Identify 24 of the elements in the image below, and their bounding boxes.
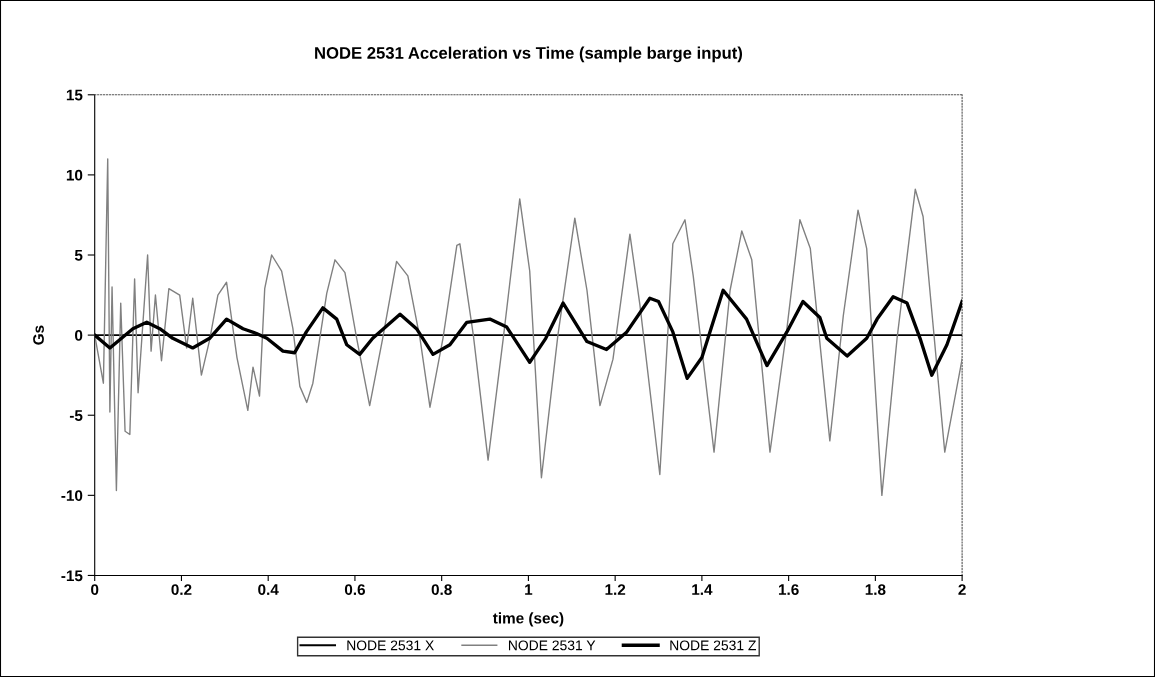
x-tick-label: 1.8 xyxy=(865,584,886,596)
x-axis-title: time (sec) xyxy=(492,612,564,627)
legend-label: NODE 2531 Y xyxy=(508,640,596,651)
x-tick-label: 1.2 xyxy=(605,584,626,595)
y-tick-label: 0 xyxy=(75,329,83,341)
chart-title: NODE 2531 Acceleration vs Time (sample barge input) xyxy=(315,46,743,63)
x-tick-label: 0.8 xyxy=(431,584,452,596)
y-tick-label: -10 xyxy=(61,490,83,502)
y-tick-label: -15 xyxy=(61,570,83,582)
x-tick-label: 1.6 xyxy=(778,584,799,596)
x-tick-label: 0.2 xyxy=(171,584,192,596)
y-tick-label: 15 xyxy=(66,89,83,101)
x-tick-label: 2 xyxy=(958,584,966,595)
y-axis-title: Gs xyxy=(33,325,44,345)
legend-label: NODE 2531 Z xyxy=(670,640,756,651)
legend-label: NODE 2531 X xyxy=(347,640,434,651)
x-tick-label: 1.4 xyxy=(692,584,713,595)
x-tick-label: 1 xyxy=(525,584,533,595)
y-tick-label: 5 xyxy=(74,250,83,261)
y-tick-label: -5 xyxy=(69,410,83,421)
x-tick-label: 0.4 xyxy=(258,584,279,596)
x-tick-label: 0 xyxy=(91,584,99,596)
y-tick-label: 10 xyxy=(66,169,83,181)
x-tick-label: 0.6 xyxy=(344,584,365,596)
